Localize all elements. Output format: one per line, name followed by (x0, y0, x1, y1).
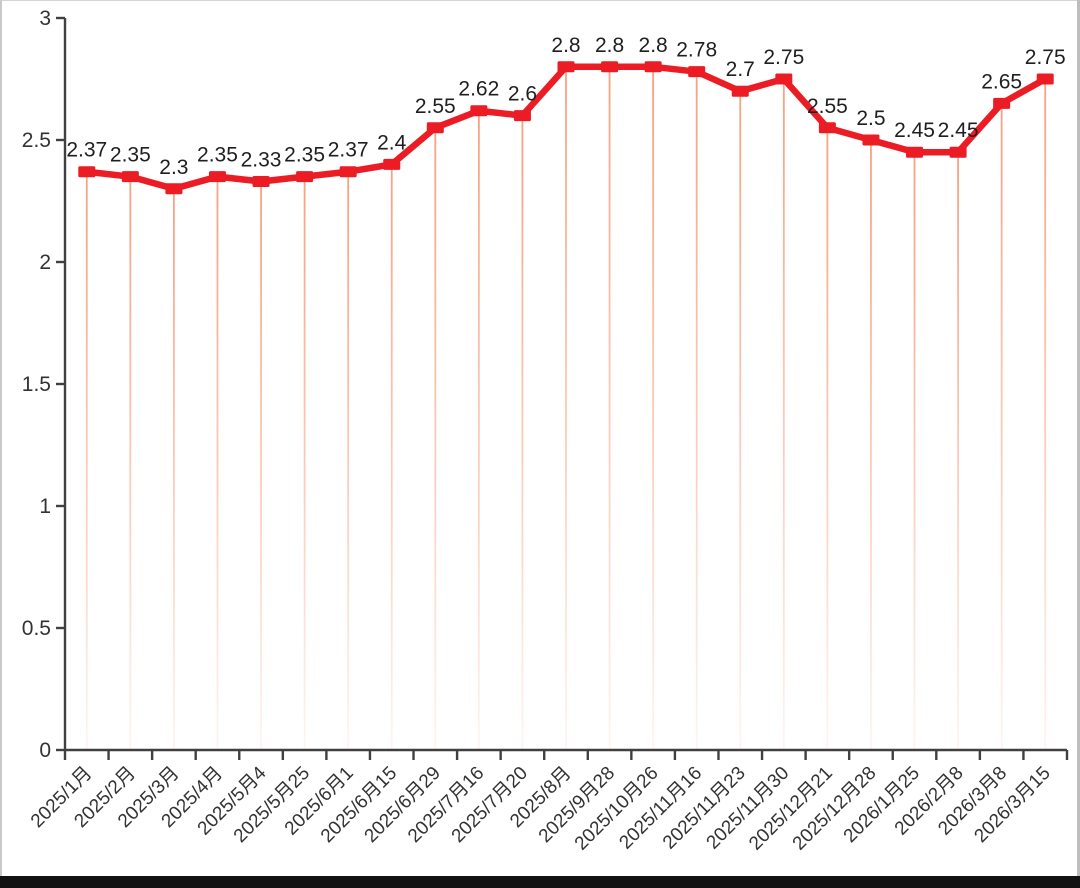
data-point-label: 2.75 (763, 46, 804, 69)
drop-line (173, 188, 175, 751)
data-point-marker (949, 146, 967, 158)
data-point-marker (165, 183, 183, 195)
bottom-window-edge (0, 876, 1080, 888)
data-point-marker (296, 171, 314, 183)
data-point-label: 2.35 (197, 144, 238, 167)
data-point-marker (383, 158, 401, 170)
y-tick-label: 2.5 (22, 129, 51, 152)
drop-line (434, 127, 437, 751)
y-tick-label: 0 (39, 739, 51, 762)
data-point-label: 2.45 (938, 119, 979, 142)
drop-line (521, 115, 524, 751)
drop-line (85, 171, 88, 751)
window-edge-top (0, 0, 1080, 1)
drop-line (739, 91, 742, 750)
data-point-label: 2.7 (726, 58, 755, 81)
data-point-marker (208, 171, 226, 183)
drop-line (565, 66, 567, 751)
data-point-label: 2.8 (595, 34, 624, 57)
window-edge-right (1077, 0, 1080, 876)
data-point-marker (339, 166, 357, 178)
data-point-label: 2.35 (110, 144, 151, 167)
data-point-marker (601, 61, 619, 73)
y-axis-labels: 0 0.5 1 1.5 2 2.5 3 (22, 7, 51, 762)
data-point-label: 2.5 (856, 107, 885, 130)
data-point-label: 2.33 (241, 148, 282, 171)
data-point-marker (78, 166, 96, 178)
drop-line (390, 164, 393, 750)
data-point-marker (470, 105, 488, 117)
drop-line (913, 152, 916, 750)
data-point-marker (688, 66, 706, 78)
window-edge-left (0, 0, 2, 876)
drop-line (216, 176, 219, 751)
drop-line (303, 176, 306, 751)
data-point-label: 2.4 (377, 131, 407, 154)
y-tick-label: 2 (39, 251, 51, 274)
y-tick-label: 1 (39, 495, 51, 518)
data-point-marker (862, 134, 880, 146)
data-point-label: 2.62 (458, 78, 499, 101)
drop-lines (85, 66, 1047, 751)
data-labels: 2.37 2.352.32.35 2.33 2.35 2.37 2.42.552.62 2.… (66, 34, 1065, 179)
drop-line (782, 79, 785, 750)
data-point-marker (557, 61, 575, 73)
drop-line (957, 152, 959, 750)
data-point-label: 2.78 (676, 39, 717, 62)
data-point-label: 2.55 (807, 95, 848, 118)
drop-line (129, 176, 132, 751)
y-tick-label: 3 (39, 7, 51, 30)
data-point-label: 2.65 (981, 70, 1022, 93)
drop-line (608, 66, 611, 751)
data-point-marker (1036, 73, 1054, 85)
drop-line (260, 181, 262, 751)
data-point-label: 2.75 (1025, 46, 1066, 69)
drop-line (652, 66, 655, 751)
data-point-marker (731, 85, 749, 97)
drop-line (695, 71, 698, 751)
data-point-marker (252, 175, 270, 187)
data-point-label: 2.55 (415, 95, 456, 118)
drop-line (870, 140, 872, 750)
data-point-marker (818, 122, 836, 134)
data-point-marker (993, 97, 1011, 109)
data-point-marker (644, 61, 662, 73)
drop-line (1000, 103, 1003, 750)
data-point-label: 2.35 (284, 144, 325, 167)
drop-line (477, 110, 480, 751)
data-point-marker (775, 73, 793, 85)
data-point-marker (513, 110, 531, 122)
y-tick-label: 0.5 (22, 617, 51, 640)
data-point-label: 2.6 (508, 83, 537, 106)
axes (56, 16, 1069, 760)
data-point-label: 2.8 (639, 34, 668, 57)
data-point-label: 2.37 (328, 139, 369, 162)
drop-line (347, 171, 350, 751)
data-point-label: 2.45 (894, 119, 935, 142)
data-point-marker (906, 146, 924, 158)
drop-line (826, 127, 829, 751)
data-point-label: 2.37 (66, 139, 107, 162)
data-point-label: 2.3 (159, 156, 188, 179)
data-point-marker (426, 122, 444, 134)
y-tick-label: 1.5 (22, 373, 51, 396)
data-point-label: 2.8 (551, 34, 580, 57)
series-markers (78, 61, 1054, 195)
x-axis-labels: 2025/1月2025/2月2025/3月2025/4月2025/5月42025… (27, 762, 1055, 854)
data-point-marker (121, 171, 139, 183)
drop-line (1044, 79, 1047, 750)
